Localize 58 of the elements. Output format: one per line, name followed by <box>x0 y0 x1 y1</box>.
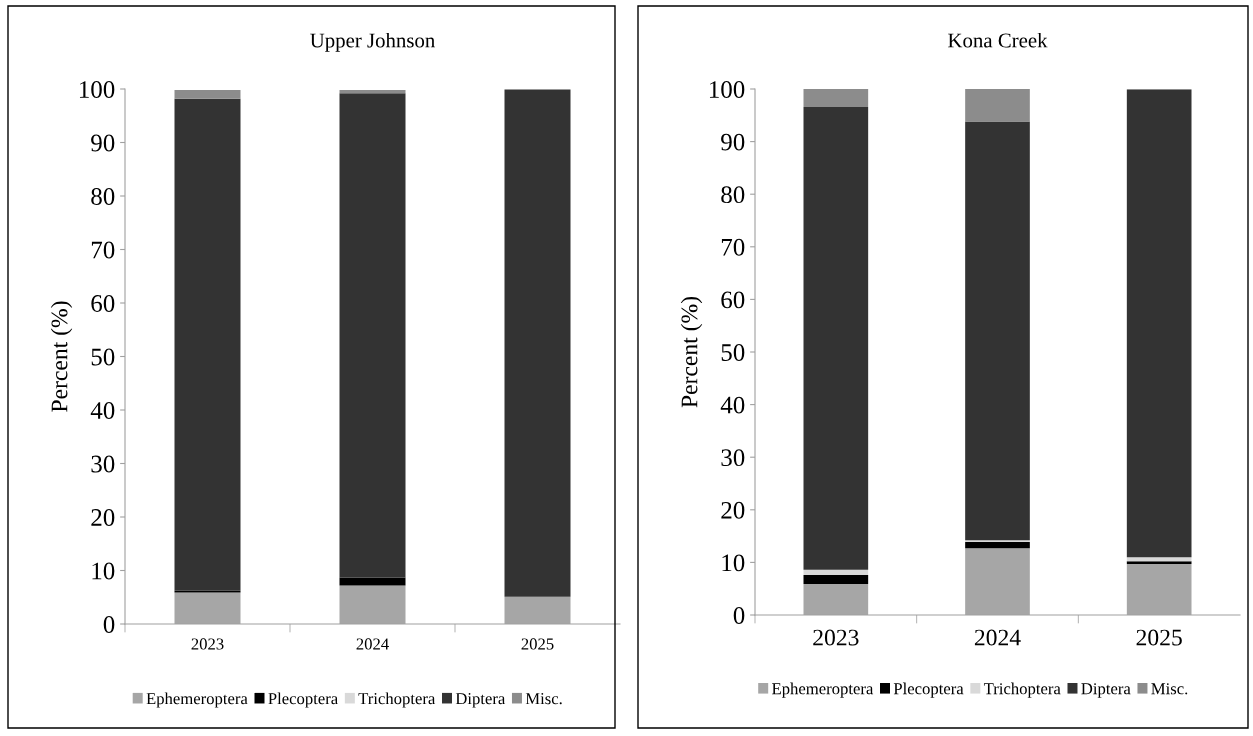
bar <box>339 93 406 578</box>
bar <box>504 89 571 597</box>
x-tick-label: 2023 <box>813 629 859 646</box>
bar <box>339 577 406 586</box>
legend-label: Plecoptera <box>893 682 964 698</box>
chart-title: Kona Creek <box>948 32 1048 48</box>
y-tick-label: 30 <box>91 455 115 473</box>
legend-label: Trichoptera <box>358 692 436 708</box>
y-tick-label: 20 <box>721 501 745 519</box>
legend-label: Ephemeroptera <box>146 692 248 708</box>
bar <box>803 569 869 576</box>
y-tick-label: 80 <box>91 188 115 205</box>
bar <box>174 98 241 591</box>
y-tick-label: 60 <box>721 291 745 309</box>
bar <box>174 90 241 99</box>
chart-title: Upper Johnson <box>310 32 435 52</box>
x-tick-label: 2025 <box>1136 629 1182 646</box>
bar <box>803 106 869 570</box>
y-tick-label: 40 <box>720 396 745 414</box>
x-tick-label: 2024 <box>356 638 389 650</box>
y-tick-label: 20 <box>91 509 115 526</box>
y-tick-label: 90 <box>91 134 115 152</box>
legend-label: Plecoptera <box>268 692 338 708</box>
bar <box>803 575 869 584</box>
bar <box>339 90 406 94</box>
y-tick-label: 10 <box>92 562 115 580</box>
legend-label: Misc. <box>1151 683 1188 695</box>
y-axis-title: Percent (%) <box>50 301 73 412</box>
legend-label: Misc. <box>525 693 562 705</box>
y-tick-label: 0 <box>103 616 115 633</box>
y-tick-label: 100 <box>79 81 115 98</box>
x-tick-label: 2025 <box>521 638 554 650</box>
bar <box>965 121 1030 541</box>
bar <box>1126 557 1192 562</box>
y-tick-label: 30 <box>721 449 745 467</box>
y-axis-title: Percent (%) <box>680 296 703 408</box>
x-tick-label: 2023 <box>191 638 224 650</box>
y-tick-label: 50 <box>721 344 745 361</box>
y-tick-label: 10 <box>722 554 745 572</box>
bar <box>965 89 1030 122</box>
y-tick-label: 40 <box>90 402 115 419</box>
legend-label: Diptera <box>455 693 506 708</box>
legend-label: Ephemeroptera <box>772 682 874 698</box>
bar <box>965 541 1030 549</box>
y-tick-label: 100 <box>709 81 745 98</box>
y-tick-label: 50 <box>91 348 115 366</box>
y-tick-label: 0 <box>733 607 745 624</box>
bar <box>1126 561 1192 564</box>
y-tick-label: 70 <box>91 241 115 259</box>
y-tick-label: 90 <box>721 133 745 151</box>
y-tick-label: 80 <box>721 186 745 204</box>
x-tick-label: 2024 <box>974 629 1021 646</box>
bar <box>1126 90 1192 558</box>
y-tick-label: 70 <box>721 238 745 256</box>
legend-label: Diptera <box>1081 683 1131 698</box>
y-tick-label: 60 <box>91 295 115 312</box>
legend-label: Trichoptera <box>983 682 1061 698</box>
bar <box>803 89 869 107</box>
